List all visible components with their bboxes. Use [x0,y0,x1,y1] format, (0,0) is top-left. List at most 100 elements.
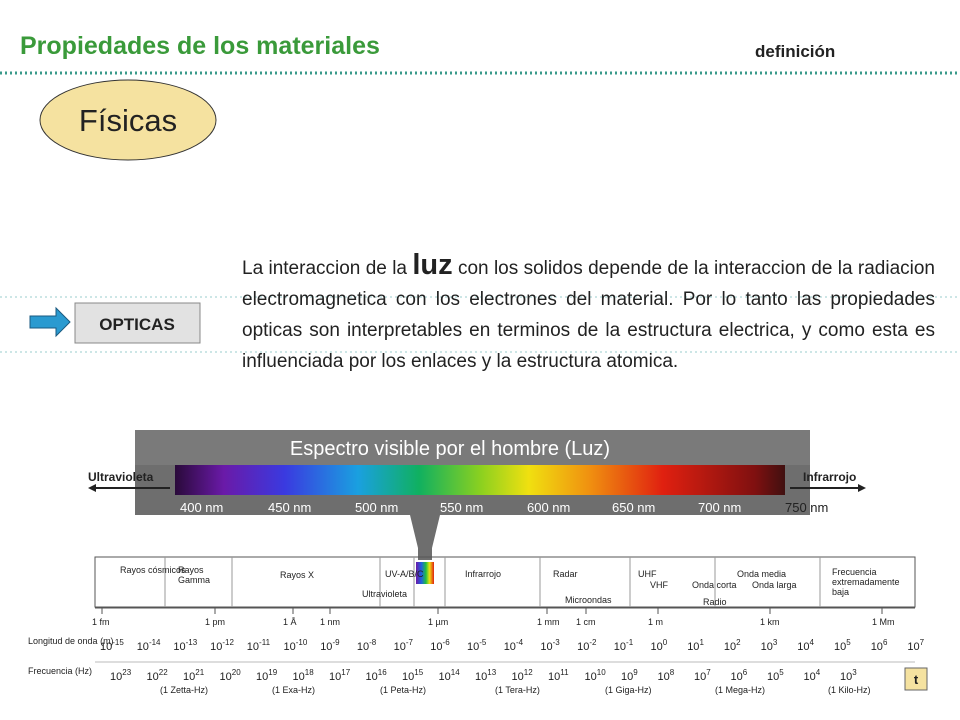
scale-unit: 1 m [648,617,663,627]
base: 10 [430,641,442,653]
region-label: UHF [638,569,657,579]
base: 10 [724,641,736,653]
exponent: -5 [479,638,487,647]
power: 10-13 [173,638,197,653]
base: 10 [256,671,268,683]
badge-shape [39,79,217,161]
power: 1017 [329,668,351,683]
frequency-unit: (1 Mega-Hz) [715,685,765,695]
base: 10 [540,641,552,653]
wavelength-label: 700 nm [698,500,741,515]
spectrum-title: Espectro visible por el hombre (Luz) [290,438,610,460]
exponent: -11 [259,638,271,647]
scale-unit: 1 Å [283,617,297,627]
base: 10 [357,641,369,653]
base: 10 [247,641,259,653]
base: 10 [284,641,296,653]
base: 10 [439,671,451,683]
base: 10 [585,671,597,683]
power: 107 [694,668,711,683]
exponent: -13 [186,638,198,647]
wavelength-label: 750 nm [785,500,828,515]
power: 10-10 [284,638,308,653]
exponent: 7 [706,668,711,677]
base: 10 [804,671,816,683]
mini-spectrum [416,562,434,584]
power: 1014 [439,668,461,683]
power: 1011 [548,668,569,683]
wavelength-label: 450 nm [268,500,311,515]
power: 1016 [366,668,388,683]
power: 108 [658,668,675,683]
region-label: Radio [703,597,727,607]
exponent: 8 [670,668,675,677]
spectrum-right: Infrarrojo [803,470,856,484]
power: 10-14 [137,638,161,653]
base: 10 [366,671,378,683]
badge: Físicas [79,103,177,138]
nav-button[interactable] [904,667,928,691]
power: 10-2 [577,638,597,653]
power: 106 [871,638,888,653]
base: 10 [467,641,479,653]
power: 104 [804,668,821,683]
power: 106 [731,668,748,683]
base: 10 [293,671,305,683]
region-label: VHF [650,580,669,590]
region-label: Infrarrojo [465,569,501,579]
base: 10 [147,671,159,683]
section: OPTICAS [99,315,175,334]
exponent: 15 [414,668,423,677]
exponent: -9 [332,638,340,647]
base: 10 [761,641,773,653]
exponent: 12 [524,668,533,677]
power: 1018 [293,668,315,683]
exponent: -15 [112,638,124,647]
region-label: Radar [553,569,578,579]
exponent: -2 [589,638,597,647]
text: con los solidos depende de la interaccio… [242,258,935,372]
uv-arrowhead [88,484,96,492]
region-label: Onda corta [692,580,737,590]
base: 10 [394,641,406,653]
power: 109 [621,668,638,683]
power: 10-3 [540,638,560,653]
base: 10 [614,641,626,653]
region-label: UV-A/B/C [385,569,424,579]
exponent: 9 [633,668,638,677]
spectrum-band [175,465,785,495]
base: 10 [907,641,919,653]
power: 10-1 [614,638,634,653]
nav-button-label[interactable]: t [914,672,919,687]
power: 1012 [512,668,534,683]
base: 10 [548,671,560,683]
region-box [94,556,916,608]
scale-unit: 1 km [760,617,780,627]
power: 103 [761,638,778,653]
scale-unit: 1 fm [92,617,110,627]
exponent: -3 [553,638,561,647]
exponent: 20 [232,668,241,677]
base: 10 [871,641,883,653]
power: 10-7 [394,638,414,653]
exponent: 4 [810,638,815,647]
base: 10 [137,641,149,653]
exponent: 19 [268,668,277,677]
row-label: Frecuencia (Hz) [28,666,92,676]
power: 10-8 [357,638,377,653]
row-label: Longitud de onda (m) [28,636,114,646]
base: 10 [183,671,195,683]
power: 1010 [585,668,607,683]
exponent: -1 [626,638,634,647]
base: 10 [651,641,663,653]
power: 100 [651,638,668,653]
exponent: -8 [369,638,377,647]
base: 10 [173,641,185,653]
power: 10-11 [247,638,271,653]
wavelength-label: 500 nm [355,500,398,515]
base: 10 [767,671,779,683]
exponent: 23 [122,668,131,677]
exponent: 2 [736,638,741,647]
exponent: 18 [305,668,314,677]
